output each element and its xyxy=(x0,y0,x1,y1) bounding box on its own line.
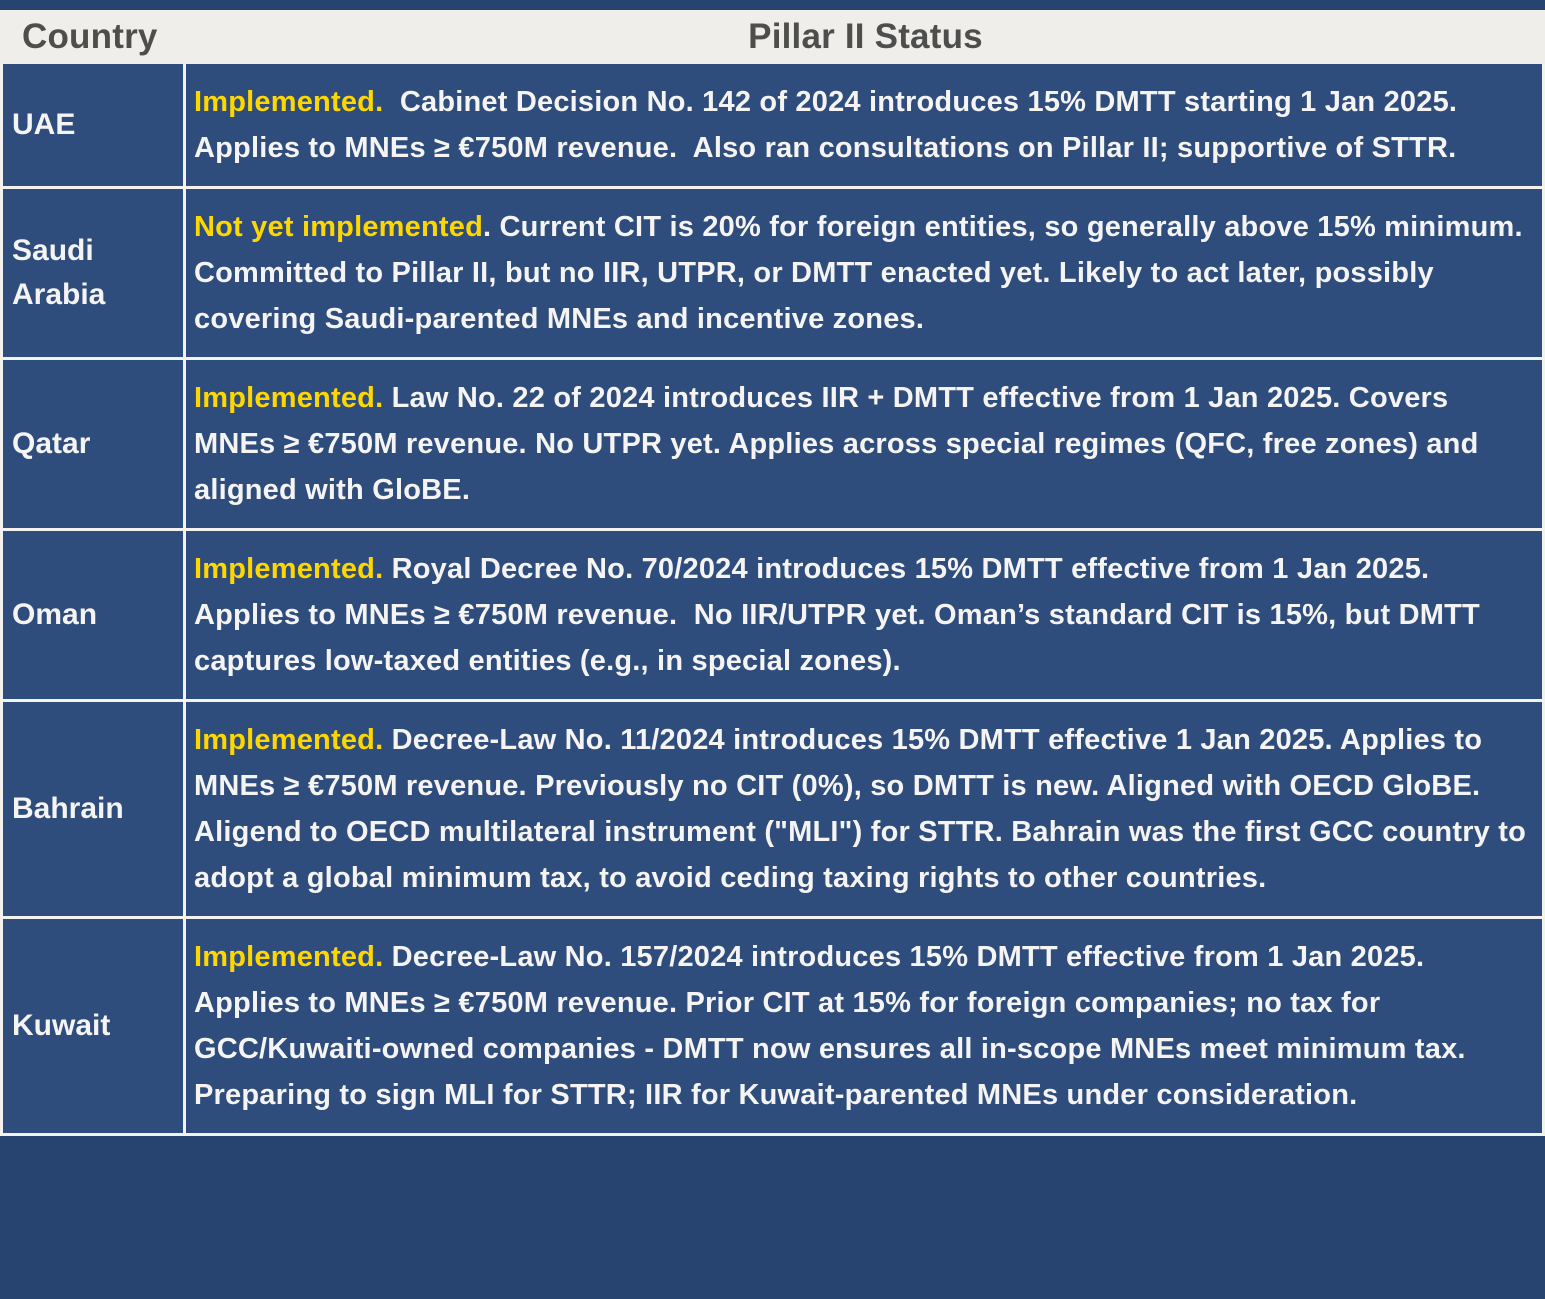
status-text: Not yet implemented. Current CIT is 20% … xyxy=(194,204,1534,342)
country-name: Oman xyxy=(12,598,98,631)
status-text: Implemented. Cabinet Decision No. 142 of… xyxy=(194,79,1534,171)
country-name: Qatar xyxy=(12,427,91,460)
country-name: Bahrain xyxy=(12,792,124,825)
country-cell: UAE xyxy=(3,64,183,186)
status-cell: Implemented. Decree-Law No. 157/2024 int… xyxy=(186,919,1542,1133)
country-name: Saudi Arabia xyxy=(12,234,106,311)
status-cell: Not yet implemented. Current CIT is 20% … xyxy=(186,189,1542,357)
status-detail: . Current CIT is 20% for foreign entitie… xyxy=(194,211,1532,335)
status-highlight: Implemented. xyxy=(194,86,384,118)
country-cell: Kuwait xyxy=(3,919,183,1133)
status-text: Implemented. Decree-Law No. 11/2024 intr… xyxy=(194,717,1534,901)
table-body: UAE Implemented. Cabinet Decision No. 14… xyxy=(3,64,1542,1133)
status-cell: Implemented. Decree-Law No. 11/2024 intr… xyxy=(186,702,1542,916)
pillar-ii-status-table: UAE Implemented. Cabinet Decision No. 14… xyxy=(0,64,1545,1136)
status-text: Implemented. Law No. 22 of 2024 introduc… xyxy=(194,375,1534,513)
status-detail: Decree-Law No. 157/2024 introduces 15% D… xyxy=(194,941,1483,1111)
status-cell: Implemented. Law No. 22 of 2024 introduc… xyxy=(186,360,1542,528)
status-detail: Royal Decree No. 70/2024 introduces 15% … xyxy=(194,553,1489,677)
country-cell: Bahrain xyxy=(3,702,183,916)
status-detail: Cabinet Decision No. 142 of 2024 introdu… xyxy=(194,86,1473,164)
country-cell: Saudi Arabia xyxy=(3,189,183,357)
status-cell: Implemented. Cabinet Decision No. 142 of… xyxy=(186,64,1542,186)
country-cell: Oman xyxy=(3,531,183,699)
status-highlight: Implemented. xyxy=(194,553,384,585)
status-detail: Law No. 22 of 2024 introduces IIR + DMTT… xyxy=(194,382,1487,506)
status-highlight: Implemented. xyxy=(194,382,384,414)
status-highlight: Implemented. xyxy=(194,724,384,756)
page: Country Pillar II Status UAE Implemented… xyxy=(0,10,1545,1136)
country-cell: Qatar xyxy=(3,360,183,528)
status-text: Implemented. Decree-Law No. 157/2024 int… xyxy=(194,934,1534,1118)
country-name: Kuwait xyxy=(12,1009,111,1042)
status-detail: Decree-Law No. 11/2024 introduces 15% DM… xyxy=(194,724,1535,894)
status-cell: Implemented. Royal Decree No. 70/2024 in… xyxy=(186,531,1542,699)
table-header-row: Country Pillar II Status xyxy=(0,10,1545,64)
country-name: UAE xyxy=(12,108,76,141)
column-header-pillar-ii-status: Pillar II Status xyxy=(748,17,983,56)
status-text: Implemented. Royal Decree No. 70/2024 in… xyxy=(194,546,1534,684)
column-header-country: Country xyxy=(22,17,158,56)
status-highlight: Implemented. xyxy=(194,941,384,973)
status-highlight: Not yet implemented xyxy=(194,211,484,243)
